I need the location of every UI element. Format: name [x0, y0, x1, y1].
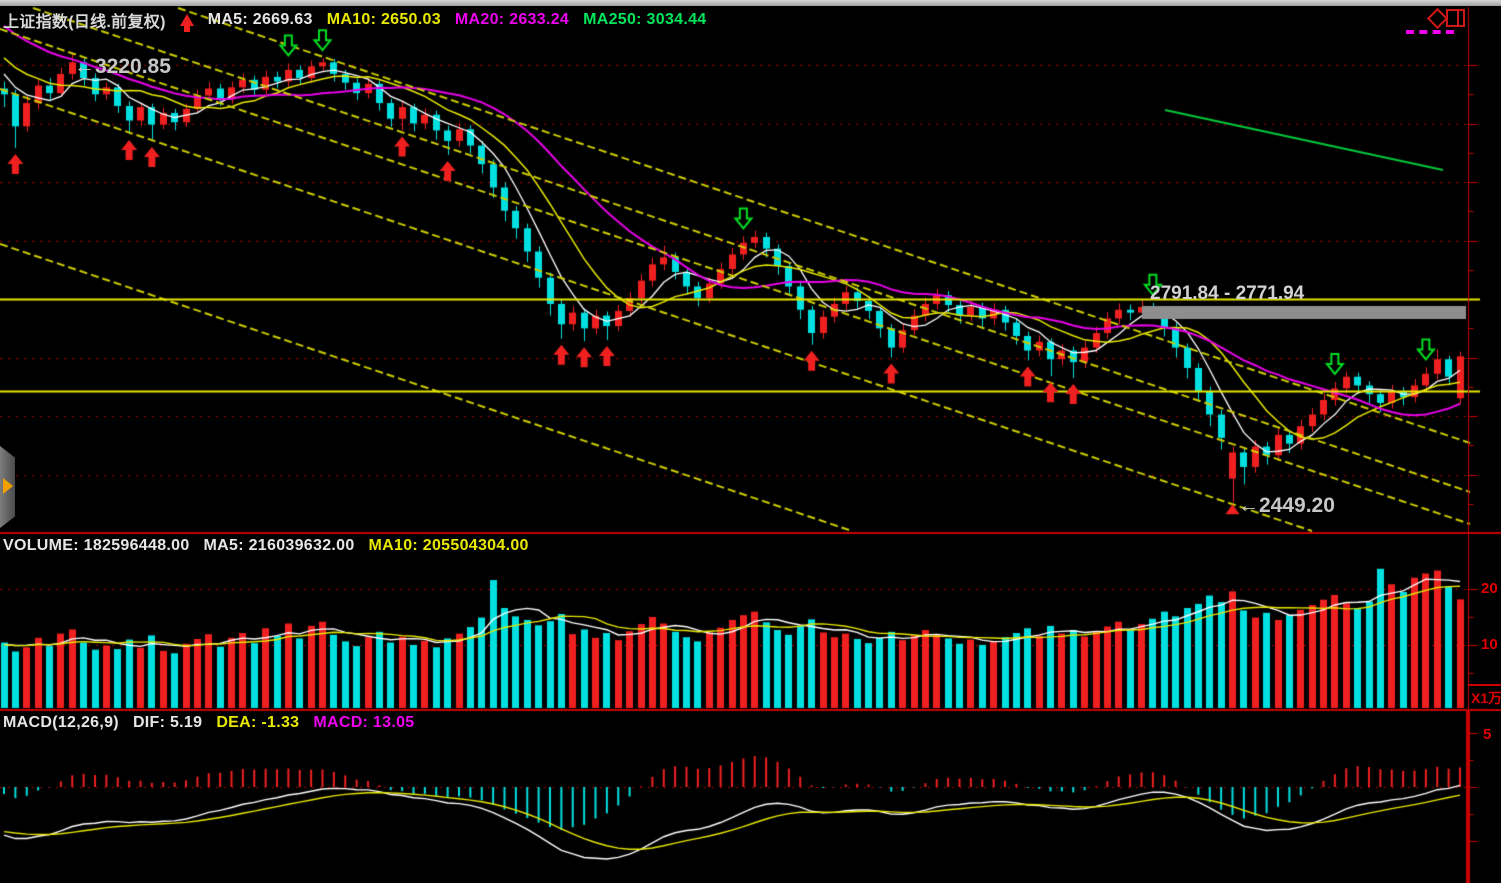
macd-value-label: MACD: 13.05: [313, 714, 415, 731]
macd-pane-header: MACD(12,26,9) DIF: 5.19 DEA: -1.33 MACD:…: [3, 714, 414, 732]
high-price-value: 3220.85: [95, 55, 171, 78]
low-price-value: 2449.20: [1259, 494, 1335, 517]
gap-range-value: 2791.84 - 2771.94: [1150, 283, 1305, 304]
ma250-label: MA250: 3034.44: [583, 11, 707, 28]
low-price-marker: ←2449.20: [1238, 494, 1335, 518]
diamond-tool-icon[interactable]: [1423, 4, 1451, 32]
ma10-label: MA10: 2650.03: [326, 11, 441, 28]
window-split-icon[interactable]: [1446, 8, 1466, 28]
volume-axis-tick-20000: 20: [1481, 580, 1498, 597]
ma20-label: MA20: 2633.24: [454, 11, 570, 28]
main-pane-header: 上证指数(日线.前复权) MA5: 2669.63 MA10: 2650.03 …: [3, 8, 707, 32]
volume-axis-tick-10000: 10: [1481, 636, 1498, 653]
sidebar-expand-handle[interactable]: [0, 446, 15, 528]
volume-ma10-label: MA10: 205504304.00: [368, 537, 529, 554]
volume-ma5-label: MA5: 216039632.00: [203, 537, 355, 554]
left-arrow-icon: ←: [74, 55, 95, 78]
left-arrow-icon: ←: [1238, 494, 1259, 517]
toolbar-edge-strip: [0, 0, 1501, 6]
macd-axis-tick-5: 5: [1483, 726, 1492, 743]
expand-arrow-icon: [3, 478, 13, 494]
macd-name-label: MACD(12,26,9): [3, 714, 119, 731]
dif-label: DIF: 5.19: [132, 714, 203, 731]
up-arrow-icon: [179, 14, 194, 32]
volume-pane-header: VOLUME: 182596448.00 MA5: 216039632.00 M…: [3, 537, 529, 555]
high-price-marker: ←3220.85: [74, 55, 171, 79]
volume-label: VOLUME: 182596448.00: [3, 537, 190, 554]
volume-unit-label: X1万: [1468, 684, 1501, 708]
magenta-dash-indicator: [1406, 30, 1454, 34]
ma5-label: MA5: 2669.63: [207, 11, 313, 28]
symbol-title: 上证指数(日线.前复权): [3, 14, 166, 31]
gap-range-label: 2791.84 - 2771.94: [1150, 283, 1304, 305]
dea-label: DEA: -1.33: [216, 714, 300, 731]
volume-unit-text: X1万: [1471, 690, 1501, 706]
